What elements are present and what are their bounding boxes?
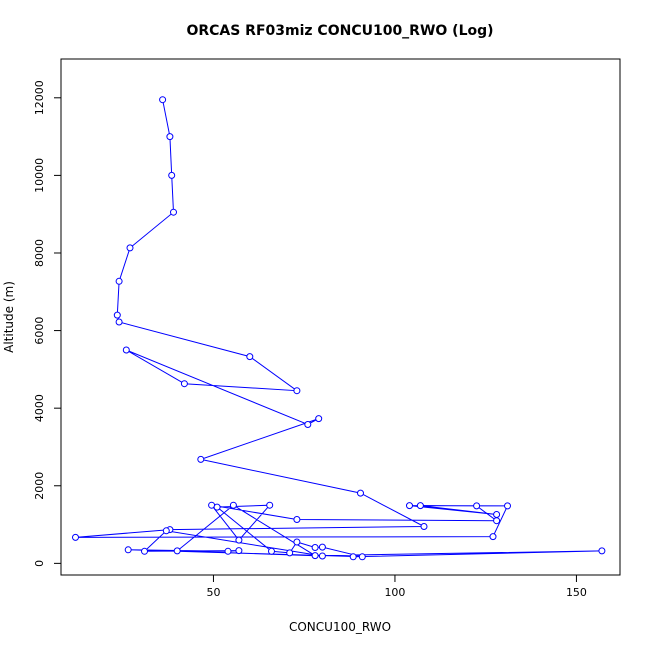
y-tick-label: 0 <box>33 560 46 567</box>
data-point <box>318 552 326 560</box>
data-point <box>126 244 134 252</box>
y-tick-label: 8000 <box>33 239 46 267</box>
data-point <box>141 547 148 555</box>
series-line <box>75 99 602 558</box>
data-point <box>124 546 132 554</box>
data-point <box>268 547 275 555</box>
x-axis-label: CONCU100_RWO <box>289 620 391 634</box>
data-point <box>235 547 243 555</box>
data-point <box>493 511 501 518</box>
data-point <box>166 133 174 141</box>
data-point <box>113 311 121 319</box>
y-tick-label: 12000 <box>33 80 46 115</box>
data-point <box>170 208 177 216</box>
data-point <box>489 533 497 541</box>
data-point <box>473 502 481 510</box>
data-point <box>293 538 301 546</box>
data-point <box>358 553 366 561</box>
data-point <box>180 380 188 388</box>
data-point <box>504 502 511 510</box>
data-point <box>72 533 79 541</box>
data-point <box>406 502 413 510</box>
data-point <box>311 544 319 551</box>
y-axis-label: Altitude (m) <box>2 281 16 353</box>
data-point <box>168 171 176 179</box>
data-point <box>122 346 130 354</box>
data-point <box>235 536 243 544</box>
data-point <box>416 502 424 510</box>
data-point <box>357 489 364 497</box>
data-point <box>315 415 323 423</box>
data-point <box>224 547 232 555</box>
data-point <box>115 277 123 285</box>
y-axis: 0 2000 4000 6000 8000 10000 12000 <box>33 80 62 567</box>
data-point <box>318 543 326 551</box>
y-tick-label: 10000 <box>33 158 46 193</box>
data-point <box>115 318 123 326</box>
plot-frame <box>60 58 621 576</box>
x-tick-label: 100 <box>384 586 405 599</box>
data-point <box>304 421 312 428</box>
x-tick-label: 150 <box>566 586 587 599</box>
data-point <box>311 552 319 560</box>
y-tick-label: 4000 <box>33 394 46 422</box>
data-point <box>598 547 606 555</box>
data-point <box>493 517 501 525</box>
y-tick-label: 2000 <box>33 472 46 500</box>
y-tick-label: 6000 <box>33 317 46 345</box>
data-point <box>349 553 357 561</box>
x-tick-label: 50 <box>206 586 220 599</box>
data-point <box>293 387 301 395</box>
data-point <box>293 516 301 523</box>
data-point <box>420 523 428 530</box>
data-point <box>162 527 170 535</box>
data-point <box>266 501 274 509</box>
data-point <box>159 96 167 104</box>
chart-title: ORCAS RF03miz CONCU100_RWO (Log) <box>186 23 493 39</box>
data-point <box>246 353 254 361</box>
data-point <box>229 501 237 509</box>
data-point <box>213 503 221 511</box>
data-point <box>286 549 294 557</box>
x-axis: 50 100 150 <box>206 574 587 599</box>
series-layer <box>72 96 606 561</box>
data-point <box>197 455 205 463</box>
data-point <box>173 547 181 555</box>
